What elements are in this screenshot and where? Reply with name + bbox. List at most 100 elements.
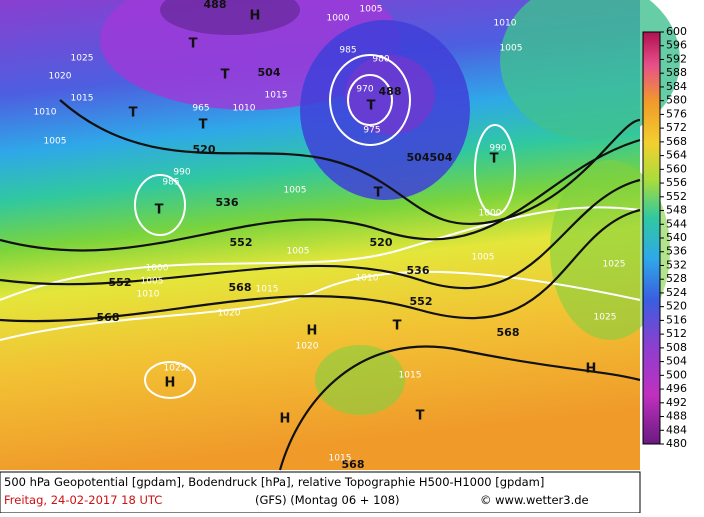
map-label: 1025: [71, 54, 94, 64]
legend-label: 588: [666, 66, 687, 79]
map-label: 1000: [479, 209, 502, 219]
legend-label: 568: [666, 135, 687, 148]
map-label: 520: [370, 236, 393, 249]
legend-label: 512: [666, 327, 687, 340]
map-label: 1005: [141, 277, 164, 287]
map-label: 568: [497, 326, 520, 339]
map-label: 965: [192, 104, 209, 114]
legend-label: 580: [666, 94, 687, 107]
legend-label: 600: [666, 25, 687, 38]
legend-label: 508: [666, 341, 687, 354]
map-label: 504: [407, 151, 430, 164]
footer-date: Freitag, 24-02-2017 18 UTC: [4, 493, 162, 507]
legend-label: 544: [666, 217, 687, 230]
legend-label: 572: [666, 121, 687, 134]
map-label: T: [416, 409, 425, 424]
legend-label: 540: [666, 231, 687, 244]
map-label: 488: [379, 85, 402, 98]
map-label: H: [165, 376, 176, 391]
map-label: T: [189, 37, 198, 52]
map-label: 504: [430, 151, 453, 164]
map-label: T: [155, 203, 164, 218]
map-label: 1010: [356, 274, 379, 284]
map-label: 552: [109, 276, 132, 289]
map-label: 1010: [137, 290, 160, 300]
map: [0, 0, 680, 471]
legend-label: 576: [666, 107, 687, 120]
map-label: 1000: [146, 264, 169, 274]
map-label: 1015: [256, 285, 279, 295]
legend-label: 560: [666, 162, 687, 175]
map-label: 985: [339, 46, 356, 56]
map-label: 1005: [44, 137, 67, 147]
map-label: 1015: [71, 94, 94, 104]
map-label: 990: [173, 168, 190, 178]
map-label: T: [367, 99, 376, 114]
map-label: T: [221, 68, 230, 83]
map-label: 520: [193, 143, 216, 156]
map-label: 975: [363, 126, 380, 136]
map-label: T: [129, 106, 138, 121]
map-label: 970: [356, 85, 373, 95]
legend-label: 552: [666, 190, 687, 203]
map-label: 1015: [329, 454, 352, 464]
legend-label: 516: [666, 313, 687, 326]
map-label: 1010: [233, 104, 256, 114]
map-label: 488: [204, 0, 227, 11]
map-label: 536: [216, 196, 239, 209]
map-label: 980: [372, 55, 389, 65]
map-label: 536: [407, 264, 430, 277]
map-label: 1000: [327, 14, 350, 24]
map-label: 552: [410, 295, 433, 308]
map-label: 990: [489, 144, 506, 154]
footer-credit: © www.wetter3.de: [480, 493, 589, 507]
map-label: 1010: [34, 108, 57, 118]
map-label: 1005: [287, 247, 310, 257]
map-label: 552: [230, 236, 253, 249]
legend-label: 532: [666, 258, 687, 271]
legend-label: 556: [666, 176, 687, 189]
legend-label: 548: [666, 204, 687, 217]
map-label: T: [374, 186, 383, 201]
map-label: 1005: [360, 5, 383, 15]
legend-label: 524: [666, 286, 687, 299]
map-label: 1020: [218, 309, 241, 319]
legend-label: 504: [666, 355, 687, 368]
map-label: T: [393, 319, 402, 334]
map-label: 1010: [494, 19, 517, 29]
footer-box: [0, 471, 641, 514]
map-label: 568: [342, 458, 365, 471]
map-label: T: [490, 152, 499, 167]
map-label: 1025: [594, 313, 617, 323]
map-label: 504: [258, 66, 281, 79]
map-label: 568: [97, 311, 120, 324]
legend-label: 496: [666, 382, 687, 395]
footer-title: 500 hPa Geopotential [gpdam], Bodendruck…: [4, 475, 544, 489]
map-label: 1020: [296, 342, 319, 352]
legend-label: 520: [666, 300, 687, 313]
map-label: 568: [229, 281, 252, 294]
map-label: 1025: [164, 364, 187, 374]
legend-label: 564: [666, 149, 687, 162]
map-label: 1005: [284, 186, 307, 196]
map-label: T: [199, 118, 208, 133]
map-label: 1025: [603, 260, 626, 270]
legend-label: 484: [666, 423, 687, 436]
map-label: H: [250, 9, 261, 24]
legend-label: 536: [666, 245, 687, 258]
map-label: 1005: [500, 44, 523, 54]
legend-label: 592: [666, 52, 687, 65]
legend-label: 488: [666, 410, 687, 423]
map-label: 1015: [399, 371, 422, 381]
legend-label: 584: [666, 80, 687, 93]
legend-label: 596: [666, 39, 687, 52]
legend-bar: [642, 31, 661, 445]
map-label: H: [280, 412, 291, 427]
map-label: 1020: [49, 72, 72, 82]
map-label: H: [586, 362, 597, 377]
map-label: 1005: [472, 253, 495, 263]
legend-label: 480: [666, 437, 687, 450]
legend-label: 500: [666, 368, 687, 381]
footer-run: (GFS) (Montag 06 + 108): [255, 493, 400, 507]
